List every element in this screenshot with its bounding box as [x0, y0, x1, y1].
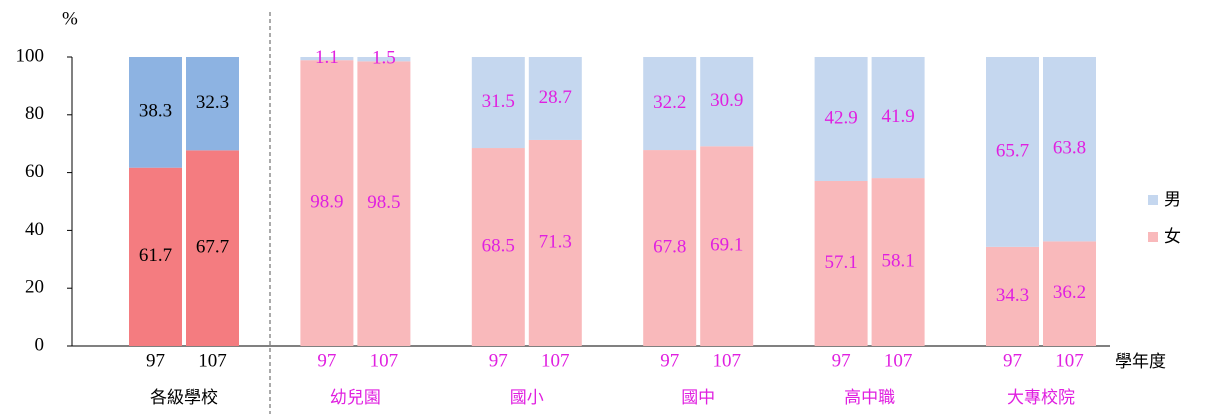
data-label: 32.3: [196, 92, 229, 113]
bar-segment: [1043, 241, 1096, 346]
bar-segment: [871, 178, 925, 346]
data-label: 36.2: [1053, 282, 1086, 303]
data-label: 31.5: [482, 91, 515, 112]
data-label: 67.7: [196, 237, 229, 258]
y-axis-label: %: [62, 8, 78, 29]
x-tick-label: 107: [1055, 350, 1084, 371]
data-label: 32.2: [653, 92, 686, 113]
data-label: 98.9: [310, 191, 343, 212]
group-label: 國小: [510, 388, 544, 408]
group-label: 高中職: [844, 388, 895, 408]
bar-segment: [300, 60, 354, 346]
data-label: 42.9: [824, 107, 857, 128]
y-tick-label: 20: [25, 277, 44, 298]
bar-segment: [871, 57, 925, 179]
data-label: 30.9: [710, 90, 743, 111]
data-label: 58.1: [881, 250, 914, 271]
bar-segment: [357, 57, 411, 62]
y-tick-label: 40: [25, 219, 44, 240]
bar-segment: [643, 57, 697, 151]
bar-segment: [471, 148, 525, 346]
bar-segment: [357, 61, 411, 347]
bar-segment: [129, 167, 182, 346]
x-tick-label: 107: [541, 350, 570, 371]
data-label: 63.8: [1053, 138, 1086, 159]
data-label: 65.7: [996, 140, 1029, 161]
x-tick-label: 97: [489, 350, 508, 371]
bar-segment: [700, 57, 754, 147]
x-axis-label: 學年度: [1115, 352, 1166, 372]
x-tick-label: 97: [1003, 350, 1022, 371]
group-label: 國中: [681, 388, 715, 408]
bar-segment: [814, 180, 868, 346]
y-tick-label: 60: [25, 161, 44, 182]
y-tick-label: 80: [25, 103, 44, 124]
data-label: 28.7: [539, 87, 572, 108]
data-label: 1.5: [372, 48, 396, 69]
data-label: 38.3: [139, 101, 172, 122]
bar-segment: [300, 57, 354, 61]
bar-segment: [700, 146, 754, 346]
bar-segment: [528, 139, 582, 346]
legend-swatch: [1148, 232, 1158, 242]
group-label: 幼兒園: [330, 388, 381, 408]
data-label: 34.3: [996, 285, 1029, 306]
bar-segment: [643, 150, 697, 346]
data-label: 1.1: [315, 47, 339, 68]
x-tick-label: 97: [832, 350, 851, 371]
group-label: 各級學校: [150, 388, 218, 408]
x-tick-label: 97: [146, 350, 165, 371]
bar-segment: [814, 57, 868, 181]
x-tick-label: 107: [884, 350, 913, 371]
data-label: 67.8: [653, 236, 686, 257]
data-label: 98.5: [367, 192, 400, 213]
data-label: 41.9: [881, 106, 914, 127]
x-tick-label: 107: [712, 350, 741, 371]
data-label: 57.1: [824, 252, 857, 273]
group-label: 大專校院: [1007, 388, 1075, 408]
bar-segment: [986, 246, 1039, 346]
legend-label: 女: [1164, 227, 1181, 247]
legend-swatch: [1148, 195, 1158, 205]
bar-segment: [471, 57, 525, 149]
bar-segment: [1043, 57, 1096, 242]
x-tick-label: 107: [198, 350, 227, 371]
legend-label: 男: [1164, 190, 1181, 210]
bar-segment: [986, 57, 1039, 247]
y-tick-label: 0: [35, 334, 45, 355]
bar-segment: [129, 57, 182, 168]
data-label: 69.1: [710, 235, 743, 256]
data-label: 71.3: [539, 231, 572, 252]
bar-segment: [528, 57, 582, 140]
data-label: 61.7: [139, 245, 172, 266]
x-tick-label: 97: [317, 350, 336, 371]
y-tick-label: 100: [16, 45, 45, 66]
x-tick-label: 97: [660, 350, 679, 371]
bar-segment: [186, 150, 239, 346]
x-tick-label: 107: [370, 350, 399, 371]
data-label: 68.5: [482, 235, 515, 256]
bar-segment: [186, 57, 239, 151]
